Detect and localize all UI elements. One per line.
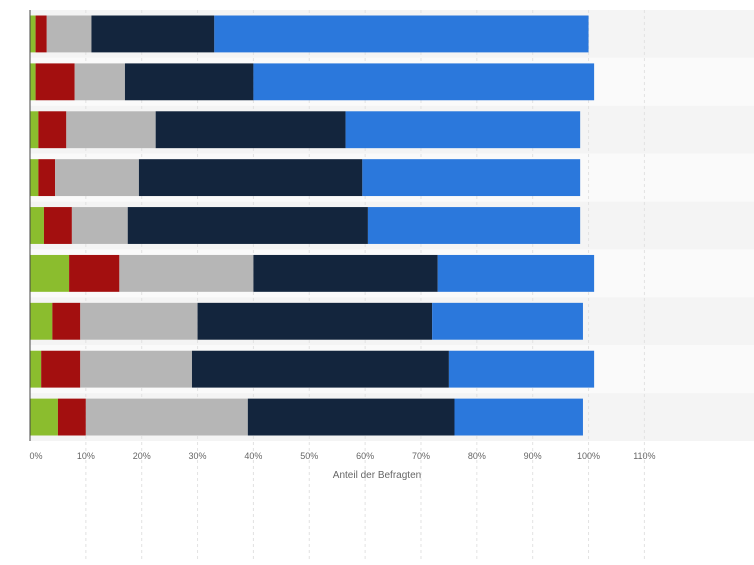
bar-segment-series-4[interactable]: [197, 302, 433, 340]
bar-segment-series-1[interactable]: [30, 207, 44, 244]
bar-segment-series-5[interactable]: [253, 63, 595, 101]
x-tick-label: 0%: [29, 451, 42, 461]
bar-segment-series-4[interactable]: [127, 207, 368, 244]
x-tick-label: 100%: [577, 451, 600, 461]
bar-segment-series-5[interactable]: [432, 302, 583, 340]
bar-segment-series-2[interactable]: [69, 254, 120, 292]
bar-segment-series-3[interactable]: [74, 63, 125, 101]
bar-segment-series-2[interactable]: [41, 350, 81, 388]
bar-segment-series-2[interactable]: [38, 159, 56, 197]
x-tick-label: 10%: [77, 451, 95, 461]
bar-segment-series-5[interactable]: [214, 15, 589, 53]
x-tick-label: 80%: [468, 451, 486, 461]
bar-segment-series-3[interactable]: [71, 207, 128, 244]
bar-segment-series-1[interactable]: [30, 302, 53, 340]
x-tick-label: 40%: [244, 451, 262, 461]
bar-segment-series-4[interactable]: [191, 350, 449, 388]
bar-segment-series-4[interactable]: [124, 63, 254, 101]
bar-segment-series-3[interactable]: [80, 350, 192, 388]
bar-segment-series-5[interactable]: [345, 111, 581, 149]
bar-segment-series-5[interactable]: [454, 398, 583, 436]
bar-segment-series-3[interactable]: [55, 159, 139, 197]
bar-segment-series-2[interactable]: [35, 63, 75, 101]
bar-segment-series-1[interactable]: [30, 159, 39, 197]
bar-segment-series-1[interactable]: [30, 63, 36, 101]
bar-segment-series-4[interactable]: [253, 254, 438, 292]
bar-segment-series-2[interactable]: [35, 15, 47, 53]
x-tick-label: 60%: [356, 451, 374, 461]
bar-segment-series-1[interactable]: [30, 254, 70, 292]
bar-segment-series-5[interactable]: [362, 159, 581, 197]
x-tick-label: 50%: [300, 451, 318, 461]
bar-segment-series-2[interactable]: [43, 207, 72, 244]
x-axis-label: Anteil der Befragten: [333, 470, 421, 481]
bar-segment-series-3[interactable]: [119, 254, 254, 292]
bar-segment-series-1[interactable]: [30, 111, 39, 149]
bar-segment-series-2[interactable]: [38, 111, 67, 149]
bar-segment-series-3[interactable]: [66, 111, 156, 149]
bar-segment-series-5[interactable]: [448, 350, 595, 388]
bar-segment-series-2[interactable]: [52, 302, 81, 340]
bar-segment-series-1[interactable]: [30, 350, 42, 388]
bars: [30, 15, 595, 436]
x-tick-label: 90%: [524, 451, 542, 461]
bar-segment-series-3[interactable]: [85, 398, 248, 436]
x-tick-label: 20%: [133, 451, 151, 461]
bar-segment-series-5[interactable]: [437, 254, 595, 292]
gridlines: [85, 10, 645, 560]
x-tick-label: 30%: [189, 451, 207, 461]
bar-segment-series-5[interactable]: [367, 207, 581, 244]
x-tick-label: 70%: [412, 451, 430, 461]
bar-segment-series-2[interactable]: [57, 398, 86, 436]
bar-segment-series-4[interactable]: [155, 111, 346, 149]
bar-segment-series-3[interactable]: [46, 15, 92, 53]
bar-segment-series-4[interactable]: [138, 159, 363, 197]
x-tick-label: 110%: [633, 451, 655, 461]
bar-segment-series-1[interactable]: [30, 15, 36, 53]
bar-segment-series-1[interactable]: [30, 398, 58, 436]
bar-segment-series-3[interactable]: [80, 302, 198, 340]
bar-segment-series-4[interactable]: [91, 15, 215, 53]
bar-segment-series-4[interactable]: [247, 398, 455, 436]
x-axis-ticks: 0% 10% 20% 30% 40% 50% 60% 70% 80% 90% 100% 110%: [29, 451, 655, 461]
